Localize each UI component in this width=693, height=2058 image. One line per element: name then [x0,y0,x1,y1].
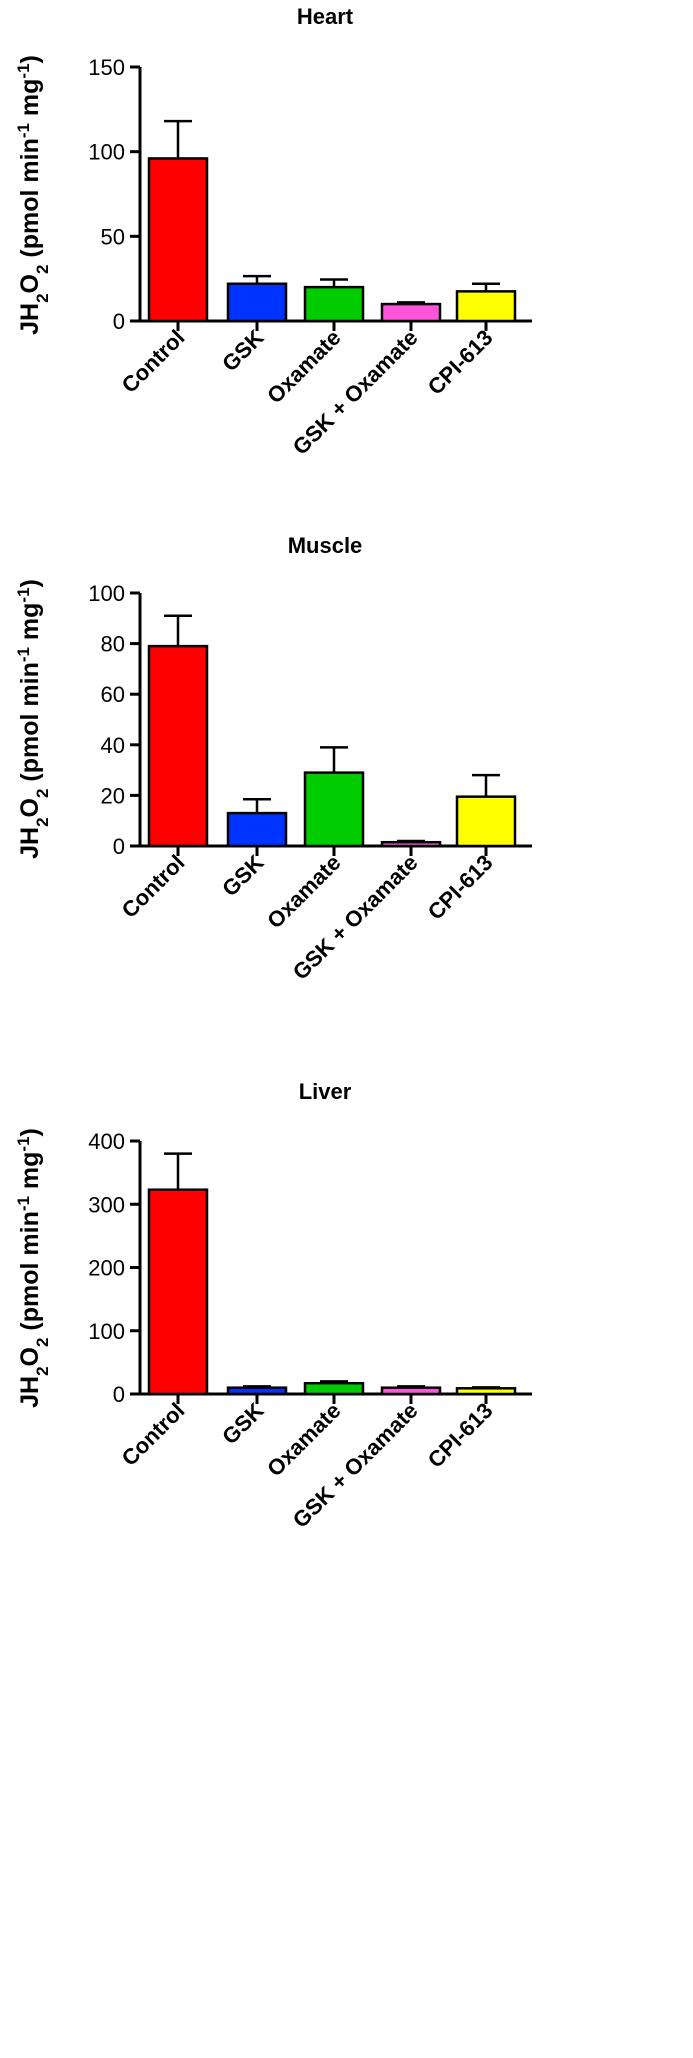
bar-gsk [226,282,288,323]
y-tick-label: 300 [88,1192,125,1217]
bar-control [147,1188,209,1396]
y-tick-label: 20 [101,783,125,808]
y-tick-label: 50 [101,224,125,249]
y-axis-label-part: 2 [33,1366,52,1375]
y-axis-label-part: JH [16,303,44,335]
bar-oxamate [303,771,365,848]
y-axis-label-part: (pmol min [16,662,44,788]
y-axis-label-part: -1 [14,123,33,138]
bar-control [147,157,209,323]
y-axis-label-part: -1 [14,1136,33,1151]
bar-cpi-613 [455,1387,517,1396]
x-tick-label: CPI-613 [423,325,498,400]
y-axis-label-part: (pmol min [16,1211,44,1337]
bar-gsk-oxamate [380,840,442,848]
y-tick-label: 150 [88,55,125,80]
x-tick-label: GSK [217,1398,268,1449]
y-axis-label-part: mg [16,603,44,647]
y-tick-label: 40 [101,733,125,758]
chart-title: Muscle [288,533,363,558]
bar-oxamate [303,1381,365,1396]
x-tick-label: CPI-613 [423,850,498,925]
y-axis-label-part: ) [16,55,44,63]
y-tick-label: 100 [88,581,125,606]
y-axis-label: JH2O2 (pmol min-1 mg-1) [14,55,52,335]
y-axis-label-part: -1 [14,647,33,662]
x-tick-label: Control [117,325,190,398]
x-tick-label: GSK [217,325,268,376]
y-axis-label-part: O [16,274,44,293]
y-axis-label-part: -1 [14,587,33,602]
y-axis-label-part: (pmol min [16,138,44,264]
bar-oxamate [303,285,365,323]
x-tick-label: Control [117,1398,190,1471]
y-tick-label: 60 [101,682,125,707]
y-tick-label: 0 [113,1382,125,1407]
bar-gsk-oxamate [380,302,442,323]
bar-control [147,644,209,848]
bar-gsk-oxamate [380,1386,442,1396]
y-axis-label-part: JH [16,1376,44,1408]
y-tick-label: 100 [88,140,125,165]
chart-title: Heart [297,4,354,29]
y-tick-label: 200 [88,1256,125,1281]
y-axis-label-part: O [16,1347,44,1366]
y-axis-label-part: -1 [14,1196,33,1211]
y-axis-label-part: O [16,798,44,817]
y-axis-label-part: 2 [33,293,52,302]
y-axis-label-part: ) [16,1128,44,1136]
x-tick-label: Control [117,850,190,923]
y-axis-label-part: 2 [33,265,52,274]
y-axis-label: JH2O2 (pmol min-1 mg-1) [14,579,52,859]
y-axis-label-part: mg [16,1152,44,1196]
y-axis-label-part: 2 [33,1338,52,1347]
y-axis-label: JH2O2 (pmol min-1 mg-1) [14,1128,52,1408]
y-axis-label-part: mg [16,79,44,123]
y-axis-label-part: JH [16,827,44,859]
y-axis-label-part: -1 [14,63,33,78]
bar-cpi-613 [455,795,517,848]
y-tick-label: 0 [113,309,125,334]
bar-cpi-613 [455,290,517,323]
bar-gsk [226,1386,288,1396]
y-axis-label-part: 2 [33,817,52,826]
x-tick-label: CPI-613 [423,1398,498,1473]
y-tick-label: 80 [101,632,125,657]
y-axis-label-part: ) [16,579,44,587]
y-tick-label: 0 [113,834,125,859]
x-tick-label: GSK [217,850,268,901]
bar-gsk [226,811,288,848]
y-tick-label: 100 [88,1319,125,1344]
chart-title: Liver [299,1079,352,1104]
y-axis-label-part: 2 [33,789,52,798]
y-tick-label: 400 [88,1129,125,1154]
